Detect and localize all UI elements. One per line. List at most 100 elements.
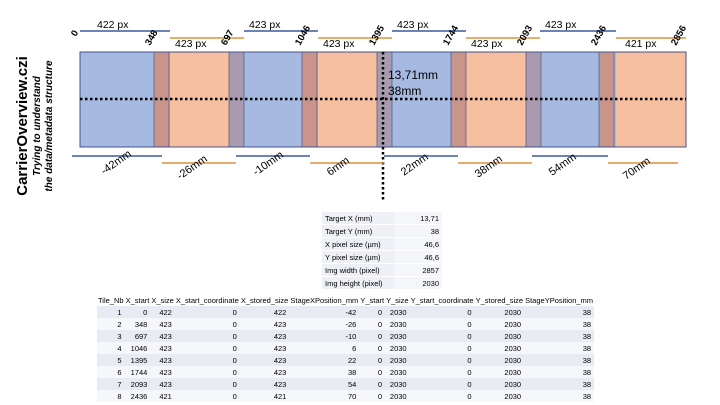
x-start-label: 2436 xyxy=(589,24,609,48)
table-cell: 2030 xyxy=(385,366,410,378)
page-title: CarrierOverview.czi xyxy=(14,56,31,196)
table-cell: 3 xyxy=(97,330,125,342)
table-cell: 38 xyxy=(524,330,595,342)
table-cell: 1 xyxy=(97,306,125,318)
table-cell: 0 xyxy=(409,390,475,402)
table-cell: 423 xyxy=(239,354,290,366)
column-header: Y_start xyxy=(360,295,385,305)
table-cell: 348 xyxy=(124,318,151,330)
table-cell: 0 xyxy=(409,330,475,342)
table-cell: 70 xyxy=(289,390,360,402)
target-info-label: Img height (pixel) xyxy=(322,276,394,290)
target-info-row: Img height (pixel) 2030 xyxy=(322,276,442,290)
target-info-label: Target X (mm) xyxy=(322,212,394,225)
table-cell: 0 xyxy=(409,366,475,378)
target-info-row: Y pixel size (µm) 46,6 xyxy=(322,250,442,264)
table-cell: 0 xyxy=(174,378,240,390)
x-start-label: 0 xyxy=(69,28,81,38)
target-x-label: 13,71mm xyxy=(388,68,438,82)
table-row: 1 0 422 0 422 -42 0 2030 0 2030 38 xyxy=(97,306,595,318)
target-info-row: Target X (mm) 13,71 xyxy=(322,212,442,225)
table-cell: -26 xyxy=(289,318,360,330)
tile-size-label: 423 px xyxy=(545,19,577,31)
table-cell: 0 xyxy=(174,390,240,402)
target-info-value: 38 xyxy=(394,224,442,238)
column-header: Tile_Nb xyxy=(98,295,124,305)
table-cell: 423 xyxy=(150,354,175,366)
table-cell: 2436 xyxy=(124,390,151,402)
table-cell: 2030 xyxy=(474,366,525,378)
table-cell: 423 xyxy=(239,378,290,390)
table-cell: 0 xyxy=(174,306,240,318)
table-cell: 38 xyxy=(289,366,360,378)
target-y-label: 38mm xyxy=(388,84,421,98)
table-cell: 0 xyxy=(409,306,475,318)
table-cell: 423 xyxy=(239,342,290,354)
table-cell: 2030 xyxy=(474,378,525,390)
column-header: X_stored_size xyxy=(240,295,289,305)
table-cell: 423 xyxy=(150,318,175,330)
table-row: 4 1046 423 0 423 6 0 2030 0 2030 38 xyxy=(97,342,595,354)
table-cell: 0 xyxy=(359,330,386,342)
table-row: 8 2436 421 0 421 70 0 2030 0 2030 38 xyxy=(97,390,595,402)
table-cell: 0 xyxy=(359,378,386,390)
table-cell: 38 xyxy=(524,390,595,402)
subtitle-line-1: Trying to understand xyxy=(32,76,43,176)
table-cell: 2030 xyxy=(385,306,410,318)
table-cell: 422 xyxy=(239,306,290,318)
tile-table: Tile_Nb X_start X_size X_start_coordinate X_… xyxy=(97,294,595,402)
x-start-label: 2093 xyxy=(515,24,535,48)
table-cell: 0 xyxy=(359,306,386,318)
x-start-label: 2856 xyxy=(669,24,689,48)
stage-position-label: 54mm xyxy=(547,151,579,178)
target-info-value: 46,6 xyxy=(394,237,442,251)
table-cell: 6 xyxy=(289,342,360,354)
column-header: Y_start_coordinate xyxy=(410,295,474,305)
table-cell: 8 xyxy=(97,390,125,402)
table-cell: 2030 xyxy=(474,342,525,354)
table-row: 2 348 423 0 423 -26 0 2030 0 2030 38 xyxy=(97,318,595,330)
table-cell: 0 xyxy=(359,342,386,354)
table-cell: -42 xyxy=(289,306,360,318)
table-cell: 6 xyxy=(97,366,125,378)
table-cell: 1046 xyxy=(124,342,151,354)
table-cell: 0 xyxy=(174,318,240,330)
tile-overlap xyxy=(377,52,392,147)
side-title-block: CarrierOverview.czi Trying to understand… xyxy=(14,0,56,276)
table-cell: 38 xyxy=(524,318,595,330)
table-cell: 2030 xyxy=(385,318,410,330)
stage-position-label: -42mm xyxy=(99,148,134,177)
table-cell: 421 xyxy=(239,390,290,402)
stage-position-label: -26mm xyxy=(175,153,210,182)
stage-position-label: 38mm xyxy=(473,153,505,180)
table-cell: 0 xyxy=(124,306,151,318)
table-cell: 0 xyxy=(409,342,475,354)
table-cell: 0 xyxy=(409,378,475,390)
target-info-row: Img width (pixel) 2857 xyxy=(322,263,442,277)
tile-size-label: 423 px xyxy=(471,38,503,50)
table-cell: 423 xyxy=(150,378,175,390)
table-cell: 54 xyxy=(289,378,360,390)
table-cell: 2030 xyxy=(385,390,410,402)
target-info-value: 46,6 xyxy=(394,250,442,264)
table-cell: -10 xyxy=(289,330,360,342)
x-start-label: 697 xyxy=(219,28,236,47)
table-cell: 0 xyxy=(359,390,386,402)
column-header: X_start xyxy=(125,295,150,305)
tile-overlap xyxy=(451,52,466,147)
table-cell: 2030 xyxy=(385,342,410,354)
target-info-label: Img width (pixel) xyxy=(322,263,394,277)
table-cell: 1395 xyxy=(124,354,151,366)
tile-overlap xyxy=(302,52,317,147)
table-cell: 2030 xyxy=(474,306,525,318)
stage-position-label: -10mm xyxy=(251,149,286,178)
target-info-value: 2030 xyxy=(394,276,442,290)
target-info-label: X pixel size (µm) xyxy=(322,237,394,251)
table-cell: 1744 xyxy=(124,366,151,378)
table-cell: 38 xyxy=(524,342,595,354)
column-header: StageYPosition_mm xyxy=(525,295,594,305)
table-row: 3 697 423 0 423 -10 0 2030 0 2030 38 xyxy=(97,330,595,342)
tile-size-label: 423 px xyxy=(249,19,281,31)
table-cell: 697 xyxy=(124,330,151,342)
table-cell: 4 xyxy=(97,342,125,354)
